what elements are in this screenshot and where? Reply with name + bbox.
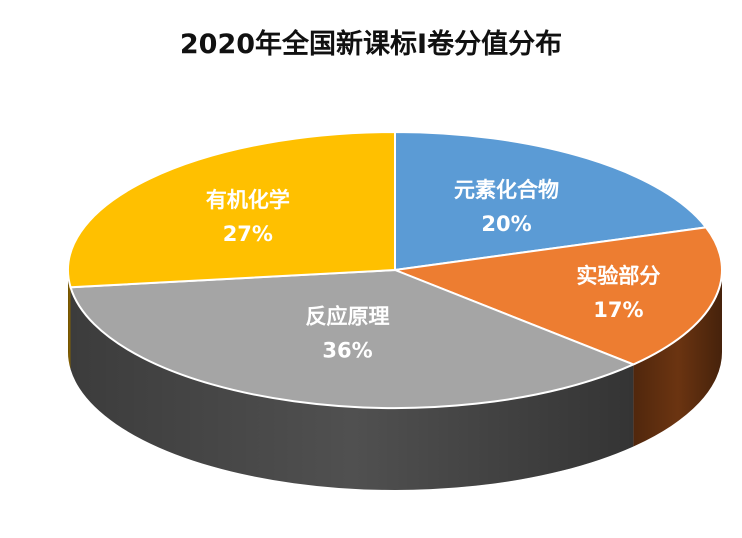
slice-label-2: 反应原理 [306,305,390,329]
slice-percent-2: 36% [322,339,372,363]
slice-label-0: 元素化合物 [454,178,559,202]
pie-sides [68,270,722,491]
slice-percent-0: 20% [481,212,531,236]
pie-tops [67,130,723,409]
pie-side-shade-2 [70,287,634,491]
slice-label-3: 有机化学 [206,188,290,212]
slice-percent-1: 17% [593,298,643,322]
pie-slice-3[interactable] [67,130,396,289]
chart-title: 2020年全国新课标Ⅰ卷分值分布 [179,29,563,60]
pie-slice-0[interactable] [394,130,708,272]
pie-slice-2[interactable] [69,268,636,409]
pie-slice-1[interactable] [391,226,723,366]
slice-label-1: 实验部分 [576,264,660,288]
slice-percent-3: 27% [223,222,273,246]
pie-labels: 元素化合物 20% 实验部分 17% 反应原理 36% 有机化学 27% [206,178,661,362]
pie-side-shade-3 [68,270,71,370]
pie-side-shade-1 [633,270,722,447]
